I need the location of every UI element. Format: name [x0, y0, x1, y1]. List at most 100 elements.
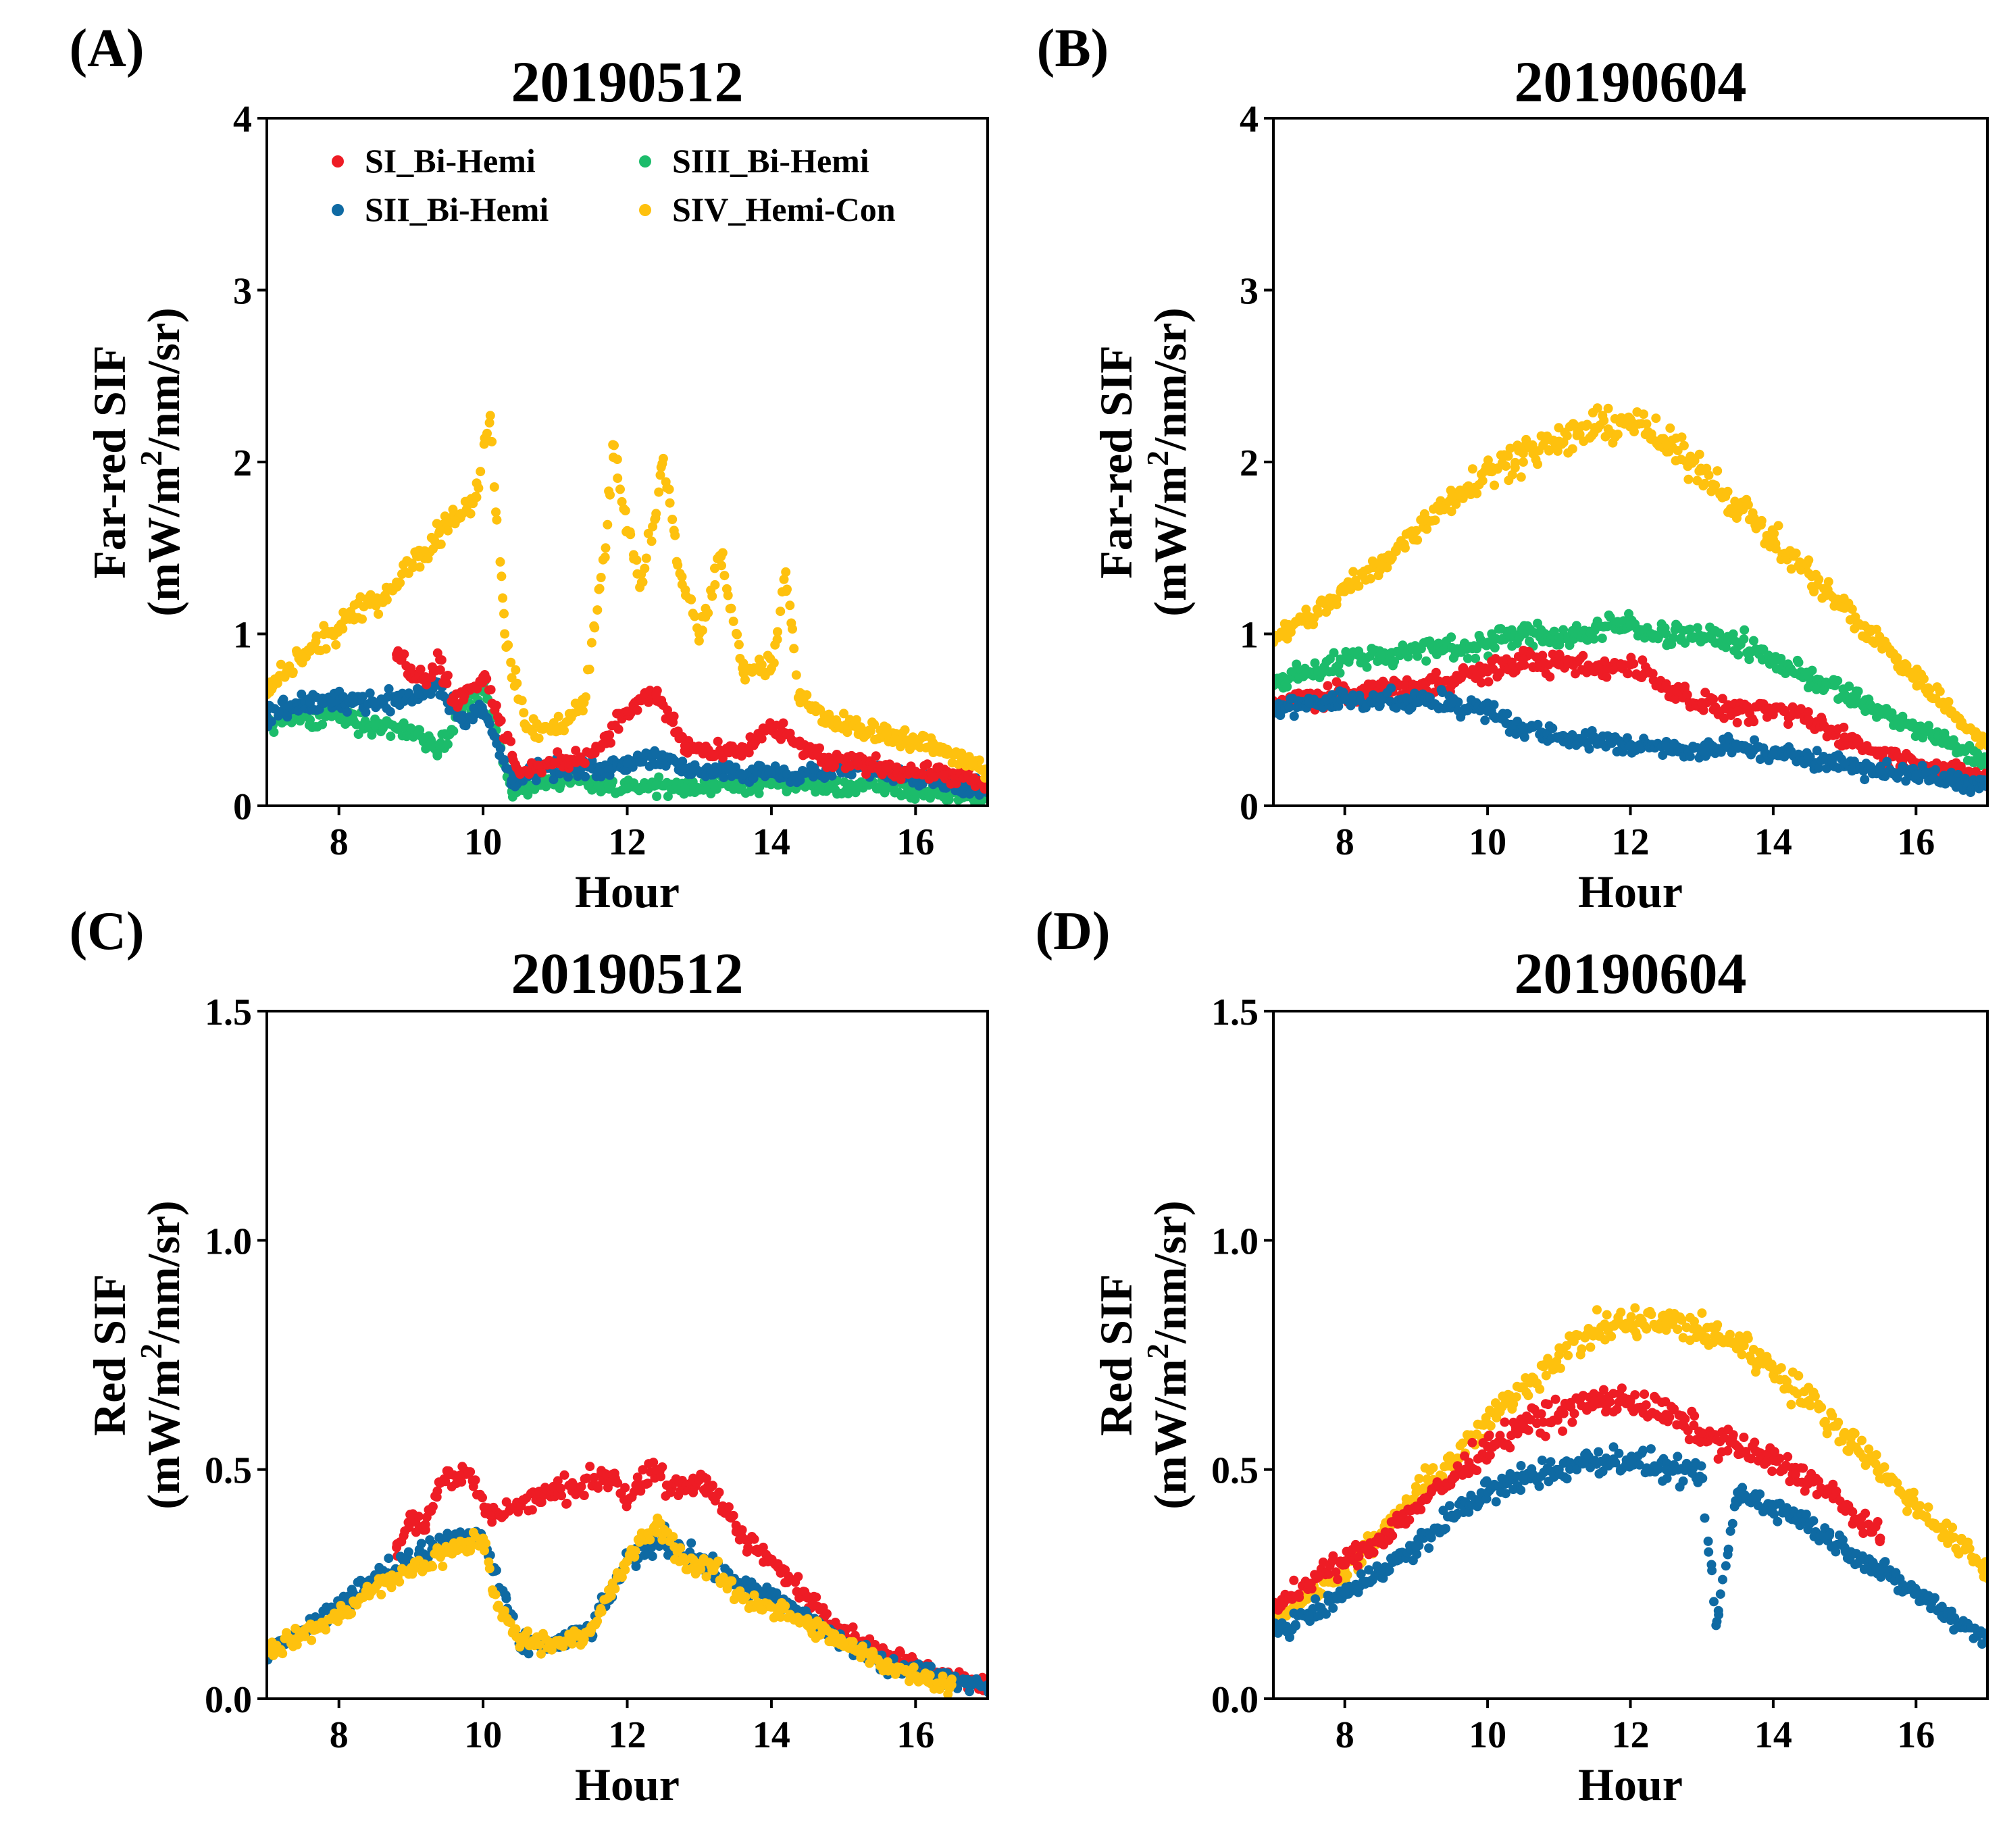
data-point: [534, 1640, 544, 1650]
data-point: [1335, 668, 1345, 678]
data-point: [1304, 667, 1314, 677]
data-point: [471, 491, 481, 501]
data-point: [622, 758, 632, 768]
data-point: [1411, 680, 1421, 690]
data-point: [269, 727, 279, 737]
data-point: [1368, 679, 1377, 690]
data-point: [370, 698, 380, 708]
data-point: [1489, 700, 1499, 710]
data-point: [613, 473, 623, 483]
data-point: [1642, 1324, 1652, 1334]
data-point: [779, 574, 789, 584]
data-point: [1323, 681, 1333, 691]
data-point: [686, 1538, 696, 1548]
data-point: [1533, 719, 1543, 729]
data-point: [1567, 444, 1577, 454]
data-point: [284, 701, 293, 711]
data-point: [514, 767, 524, 777]
data-point: [608, 1469, 618, 1479]
legend-marker: [332, 204, 344, 216]
data-point: [485, 1510, 495, 1520]
data-point: [1723, 486, 1733, 496]
data-point: [1833, 1417, 1844, 1427]
data-point: [1935, 686, 1945, 696]
data-point: [738, 746, 748, 756]
legend: SI_Bi-HemiSII_Bi-HemiSIII_Bi-HemiSIV_Hem…: [332, 142, 896, 228]
x-axis-label: Hour: [575, 866, 680, 917]
data-point: [1563, 1350, 1573, 1360]
data-point: [511, 665, 521, 675]
data-point: [442, 1533, 452, 1543]
data-point: [620, 1565, 630, 1575]
data-point: [567, 1639, 578, 1649]
data-point: [1925, 685, 1935, 694]
data-point: [709, 1566, 719, 1575]
data-point: [318, 719, 328, 729]
data-point: [677, 572, 687, 582]
data-point: [643, 528, 653, 538]
y-tick-label: 0: [233, 786, 252, 828]
series-SIV_Hemi-Con: [1273, 1303, 1987, 1626]
data-point: [709, 767, 719, 777]
data-point: [484, 1564, 494, 1574]
data-point: [498, 593, 508, 603]
data-point: [1472, 488, 1482, 498]
data-point: [338, 692, 349, 702]
data-point: [1554, 436, 1564, 446]
data-point: [766, 767, 776, 777]
data-point: [297, 689, 307, 699]
data-point: [766, 663, 776, 673]
data-point: [1911, 672, 1921, 682]
data-point: [1483, 667, 1493, 677]
data-point: [622, 707, 632, 716]
data-point: [478, 1493, 487, 1503]
data-point: [605, 730, 615, 740]
data-point: [701, 1474, 711, 1484]
y-tick-label: 2: [1240, 442, 1259, 484]
data-point: [276, 659, 286, 669]
y-tick-label: 1.5: [205, 992, 252, 1033]
data-point: [665, 498, 675, 508]
data-point: [824, 758, 834, 768]
data-point: [590, 623, 600, 633]
data-point: [911, 736, 921, 746]
data-point: [480, 1545, 489, 1556]
data-point: [438, 1562, 448, 1571]
data-point: [1673, 1325, 1683, 1335]
data-point: [523, 790, 533, 800]
data-point: [710, 580, 720, 590]
data-point: [1483, 455, 1493, 465]
data-point: [909, 1662, 919, 1672]
data-point: [442, 679, 452, 688]
data-point: [1748, 636, 1758, 646]
data-point: [1944, 697, 1954, 707]
data-point: [1430, 515, 1440, 525]
data-point: [1771, 544, 1781, 554]
scatter-points: [267, 411, 988, 806]
data-point: [442, 1547, 452, 1557]
data-point: [709, 780, 719, 790]
data-point: [724, 1502, 734, 1512]
data-point: [305, 646, 315, 656]
data-point: [592, 605, 603, 615]
data-point: [1875, 707, 1885, 716]
data-point: [1661, 629, 1671, 639]
data-point: [392, 1543, 402, 1552]
data-point: [1780, 705, 1790, 715]
x-tick-label: 16: [896, 1714, 934, 1756]
y-axis-label: Far-red SIF: [84, 345, 135, 579]
data-point: [1794, 1370, 1804, 1381]
data-point: [1744, 654, 1754, 665]
data-point: [470, 1475, 480, 1485]
data-point: [900, 725, 910, 735]
data-point: [1340, 694, 1350, 704]
data-point: [463, 1469, 474, 1479]
data-point: [688, 1555, 699, 1565]
data-point: [654, 772, 664, 782]
data-point: [1661, 680, 1671, 690]
data-point: [605, 490, 615, 500]
data-point: [523, 1626, 533, 1636]
data-point: [606, 738, 615, 748]
data-point: [1898, 711, 1908, 721]
data-point: [492, 1602, 503, 1612]
